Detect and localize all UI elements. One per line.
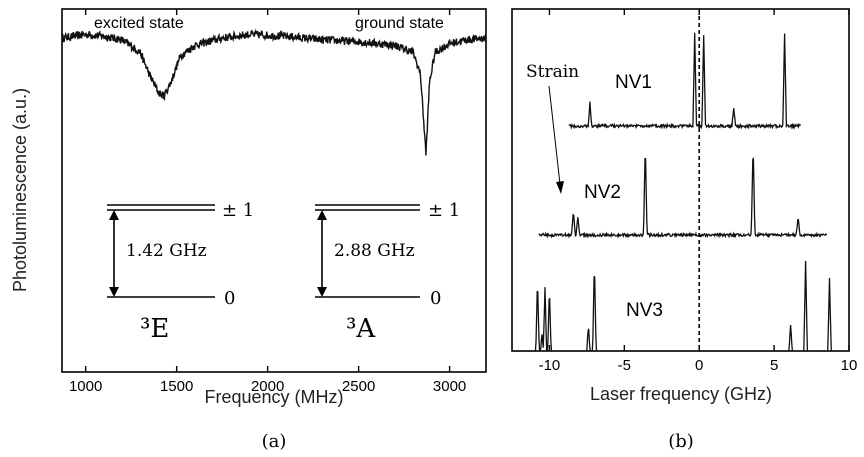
panel-b-frame: [511, 8, 850, 352]
x-tick-label: 1000: [69, 378, 102, 395]
series-label-nv2: NV2: [584, 182, 621, 203]
series-label-nv3: NV3: [626, 300, 663, 321]
x-tick-label: 1500: [160, 378, 193, 395]
level-lower-label: 0: [224, 288, 235, 309]
strain-arrow-head: [556, 181, 564, 194]
series-label-nv1: NV1: [615, 72, 652, 93]
energy-diagram-3e: 1.42 GHz ± 1 0 ³E: [107, 200, 254, 344]
arrow-head-up: [317, 210, 327, 220]
level-lower-label: 0: [430, 288, 441, 309]
panel-b-caption: (b): [668, 431, 694, 452]
x-axis-label: Frequency (MHz): [204, 387, 343, 407]
level-upper-label: ± 1: [222, 200, 254, 221]
trace-nv1: [568, 32, 802, 130]
panel-a-frame: [61, 8, 487, 373]
level-upper-label: ± 1: [428, 200, 460, 221]
arrow-head-up: [109, 210, 119, 220]
strain-arrow: [548, 85, 561, 185]
panel-a: 1000 1500 2000 2500 3000 excited state groun…: [10, 8, 487, 452]
x-tick-label: 2000: [251, 378, 284, 395]
energy-diagram-3a: 2.88 GHz ± 1 0 ³A: [315, 200, 460, 344]
x-tick-label: 3000: [433, 378, 466, 395]
x-axis-label: Laser frequency (GHz): [590, 384, 772, 404]
x-tick-label: 10: [841, 357, 858, 374]
annotation-strain: Strain: [526, 62, 579, 82]
esr-spectrum-line: [61, 28, 487, 156]
trace-nv2: [538, 156, 828, 239]
splitting-label: 2.88 GHz: [334, 241, 415, 261]
y-axis-label: Photoluminescence (a.u.): [10, 88, 30, 292]
annotation-ground-state: ground state: [355, 15, 444, 32]
x-tick-label: 5: [770, 357, 778, 374]
x-tick-label: -5: [618, 357, 631, 374]
x-tick-label: 0: [695, 357, 703, 374]
panel-b: -10 -5 0 5 10 Strain NV1 NV2 NV3 Laser frequ…: [511, 8, 858, 452]
splitting-label: 1.42 GHz: [126, 241, 207, 261]
x-tick-label: -10: [539, 357, 561, 374]
state-label: ³E: [140, 314, 169, 344]
annotation-excited-state: excited state: [94, 15, 184, 32]
arrow-head-down: [109, 287, 119, 297]
panel-a-caption: (a): [262, 431, 287, 452]
trace-nv3: [512, 260, 833, 352]
x-tick-label: 2500: [342, 378, 375, 395]
state-label: ³A: [346, 314, 376, 344]
arrow-head-down: [317, 287, 327, 297]
